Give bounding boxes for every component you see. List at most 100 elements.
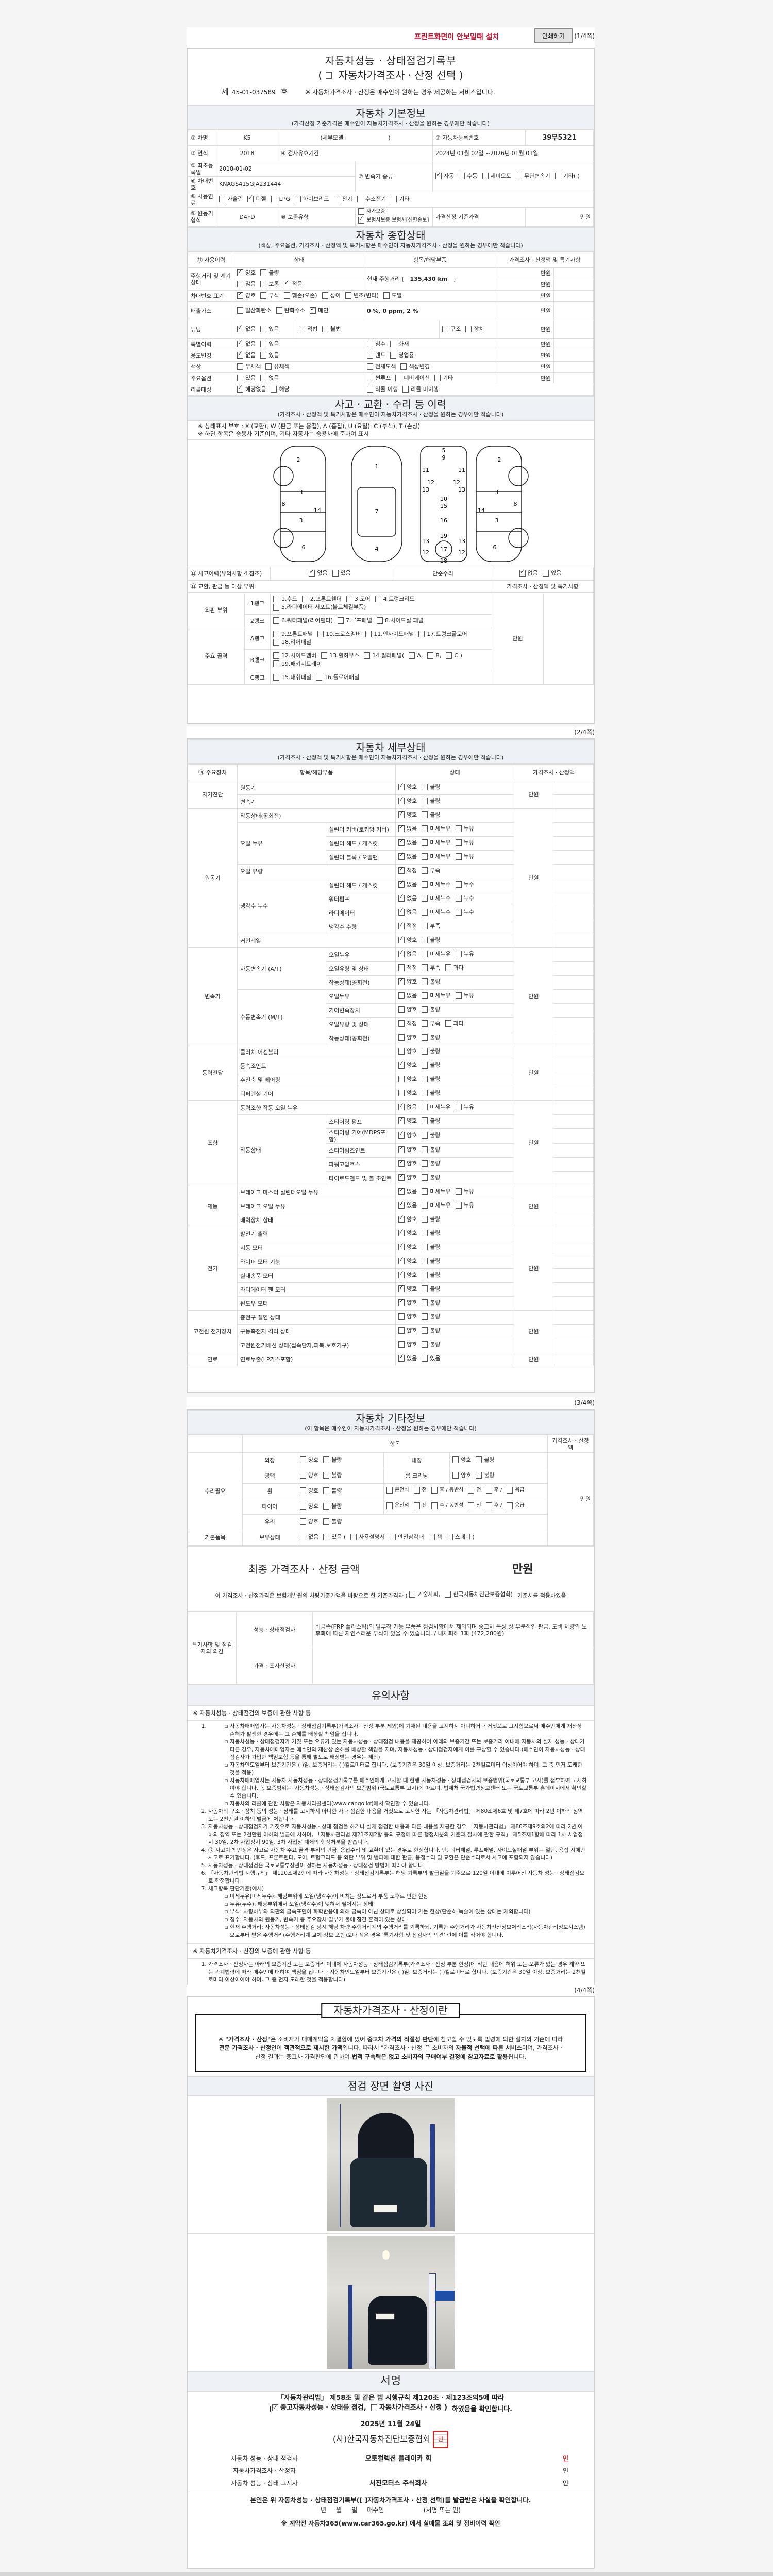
checkbox-unchecked[interactable]: 불량 [422, 811, 441, 818]
checkbox-unchecked[interactable]: 양호 [398, 1034, 417, 1041]
checkbox-unchecked[interactable]: LPG [271, 195, 290, 202]
checkbox-checked[interactable]: 보험사보증 보험사[신한손보] [358, 215, 429, 224]
checkbox-unchecked[interactable]: 없음 [398, 992, 417, 999]
checkbox-unchecked[interactable]: 불량 [422, 1076, 441, 1082]
checkbox-unchecked[interactable]: 불량 [422, 1160, 441, 1167]
checkbox-checked[interactable]: 없음 [237, 350, 256, 359]
checkbox-unchecked[interactable]: 수소전기 [357, 195, 386, 202]
checkbox-unchecked[interactable]: 미세누유 [422, 1104, 451, 1110]
checkbox-unchecked[interactable]: 스패너 ) [446, 1533, 475, 1540]
checkbox-unchecked[interactable]: 누유 [455, 839, 474, 846]
checkbox-unchecked[interactable]: 영업용 [390, 351, 414, 359]
checkbox-unchecked[interactable]: 불량 [422, 1313, 441, 1320]
checkbox-unchecked[interactable]: 후 / 동반석 [431, 1502, 463, 1509]
checkbox-unchecked[interactable]: 불량 [422, 1258, 441, 1264]
checkbox-unchecked[interactable]: 운전석 [386, 1487, 409, 1494]
checkbox-unchecked[interactable]: 있음 [260, 340, 279, 347]
checkbox-unchecked[interactable]: 양호 [452, 1471, 471, 1479]
checkbox-checked[interactable]: 양호 [398, 1228, 417, 1236]
checkbox-unchecked[interactable]: 있음 ( [323, 1533, 346, 1540]
checkbox-checked[interactable]: 양호 [398, 810, 417, 818]
checkbox-unchecked[interactable]: 과다 [445, 1020, 464, 1027]
checkbox-checked[interactable]: 중고자동차성능 · 상태를 점검, [272, 2403, 366, 2412]
checkbox-checked[interactable]: 없음 [398, 949, 417, 957]
checkbox-unchecked[interactable]: 양호 [398, 1076, 417, 1082]
checkbox-unchecked[interactable]: 19.패키지트레이 [273, 660, 322, 667]
checkbox-checked[interactable]: 없음 [398, 879, 417, 888]
checkbox-unchecked[interactable]: 전 [413, 1487, 427, 1494]
checkbox-unchecked[interactable]: 불량 [422, 1272, 441, 1278]
checkbox-unchecked[interactable]: 불량 [323, 1518, 342, 1525]
checkbox-unchecked[interactable]: 불량 [422, 1117, 441, 1124]
checkbox-unchecked[interactable]: 불법 [322, 325, 341, 332]
checkbox-unchecked[interactable]: 양호 [300, 1471, 318, 1479]
checkbox-unchecked[interactable]: 보통 [260, 280, 279, 287]
checkbox-checked[interactable]: 없음 [519, 568, 538, 577]
checkbox-unchecked[interactable]: 17.트렁크플로어 [418, 630, 467, 637]
checkbox-checked[interactable]: 해당없음 [237, 384, 266, 393]
checkbox-checked[interactable]: 매연 [310, 306, 328, 314]
checkbox-unchecked[interactable]: 기술사회, [409, 1590, 440, 1598]
checkbox-checked[interactable]: 양호 [237, 268, 256, 276]
checkbox-unchecked[interactable]: 미세누유 [422, 825, 451, 832]
checkbox-unchecked[interactable]: 불량 [422, 1244, 441, 1250]
checkbox-checked[interactable]: 적정 [398, 866, 417, 874]
checkbox-unchecked[interactable]: 불량 [476, 1471, 495, 1479]
checkbox-unchecked[interactable]: 3.도어 [346, 595, 371, 602]
checkbox-unchecked[interactable]: 불량 [323, 1502, 342, 1510]
checkbox-checked[interactable]: 양호 [398, 1214, 417, 1223]
checkbox-unchecked[interactable]: 양호 [398, 1090, 417, 1096]
checkbox-unchecked[interactable]: 있음 [260, 351, 279, 359]
checkbox-unchecked[interactable]: 불량 [422, 937, 441, 943]
checkbox-unchecked[interactable]: 6.쿼터패널(리어휀다) [273, 617, 333, 624]
checkbox-unchecked[interactable]: 기타( ) [554, 172, 580, 179]
checkbox-unchecked[interactable]: 부족 [422, 1020, 441, 1027]
checkbox-unchecked[interactable]: 불량 [422, 1341, 441, 1348]
checkbox-unchecked[interactable]: 누유 [455, 992, 474, 999]
checkbox-unchecked[interactable]: 잭 [428, 1533, 442, 1540]
checkbox-unchecked[interactable]: 기타 [434, 374, 453, 381]
checkbox-checked[interactable]: 없음 [398, 1353, 417, 1362]
checkbox-checked[interactable]: 양호 [398, 1298, 417, 1306]
checkbox-unchecked[interactable]: 누유 [455, 1202, 474, 1209]
checkbox-unchecked[interactable]: 15.대쉬패널 [273, 673, 311, 681]
checkbox-unchecked[interactable]: A, [409, 652, 423, 659]
checkbox-unchecked[interactable]: 부족 [422, 964, 441, 971]
checkbox-unchecked[interactable]: 누유 [455, 951, 474, 957]
checkbox-unchecked[interactable]: 누수 [455, 909, 474, 916]
checkbox-unchecked[interactable]: 불량 [323, 1456, 342, 1463]
checkbox-unchecked[interactable]: 하이브리드 [294, 195, 329, 202]
checkbox-unchecked[interactable]: 양호 [398, 1313, 417, 1320]
checkbox-checked[interactable]: 적정 [398, 921, 417, 929]
checkbox-unchecked[interactable]: 누유 [455, 1188, 474, 1195]
print-button[interactable]: 인쇄하기 [534, 28, 573, 43]
checkbox-unchecked[interactable]: 침수 [367, 340, 385, 347]
checkbox-unchecked[interactable]: 양호 [300, 1502, 318, 1510]
checkbox-unchecked[interactable]: 적정 [398, 964, 417, 971]
price-service-checkbox[interactable] [325, 72, 334, 79]
checkbox-unchecked[interactable]: 불량 [422, 784, 441, 790]
car365-link[interactable]: ※ 계약전 자동차365(www.car365.go.kr) 에서 실매물 조회… [281, 2520, 500, 2527]
checkbox-checked[interactable]: 양호 [398, 1145, 417, 1153]
checkbox-checked[interactable]: 없음 [237, 324, 256, 332]
checkbox-unchecked[interactable]: 자동차가격조사 · 산정 ) [371, 2403, 447, 2412]
checkbox-unchecked[interactable]: 불량 [422, 1285, 441, 1292]
checkbox-unchecked[interactable]: 미세누수 [422, 881, 451, 888]
checkbox-unchecked[interactable]: 9.프론트패널 [273, 630, 313, 637]
checkbox-unchecked[interactable]: 네비게이션 [395, 374, 430, 381]
checkbox-unchecked[interactable]: 5.라디에이터 서포트(볼트체결부품) [273, 603, 366, 611]
checkbox-unchecked[interactable]: 1.후드 [273, 595, 297, 602]
checkbox-checked[interactable]: 양호 [398, 1284, 417, 1292]
checkbox-unchecked[interactable]: 불량 [260, 269, 279, 276]
checkbox-checked[interactable]: 양호 [398, 1173, 417, 1181]
checkbox-unchecked[interactable]: 미세누수 [422, 895, 451, 902]
checkbox-unchecked[interactable]: 색상변경 [400, 363, 430, 370]
checkbox-unchecked[interactable]: 양호 [300, 1487, 318, 1494]
checkbox-unchecked[interactable]: 없음 [300, 1533, 318, 1540]
checkbox-unchecked[interactable]: 불량 [323, 1471, 342, 1479]
checkbox-unchecked[interactable]: 누수 [455, 881, 474, 888]
checkbox-checked[interactable]: 없음 [398, 824, 417, 832]
checkbox-unchecked[interactable]: 장치 [465, 325, 484, 332]
checkbox-unchecked[interactable]: 12.사이드멤버 [273, 652, 316, 659]
checkbox-unchecked[interactable]: 불량 [323, 1487, 342, 1494]
